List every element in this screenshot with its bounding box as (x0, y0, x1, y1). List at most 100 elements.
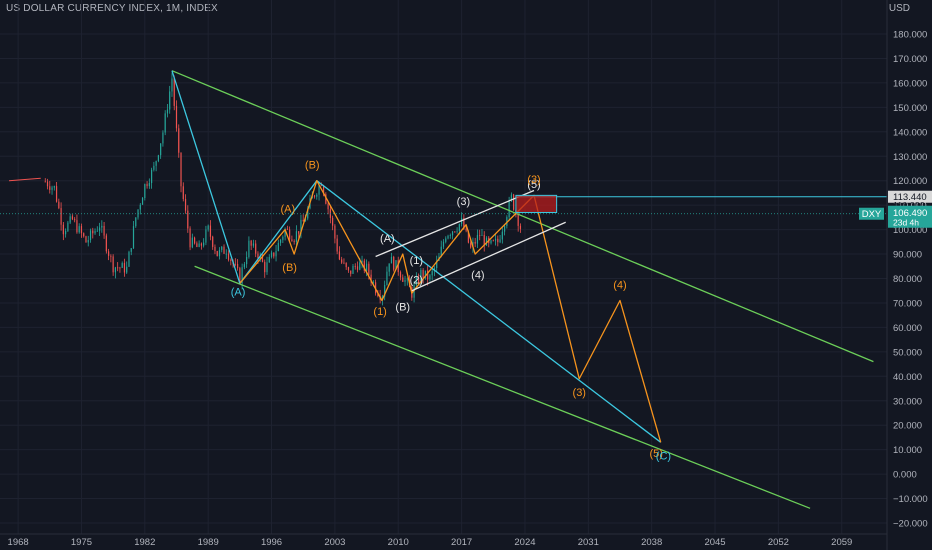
candle-body (87, 240, 89, 243)
wave-label: (4) (471, 270, 484, 282)
candle-body (148, 183, 150, 187)
candle-body (239, 268, 241, 284)
candle-body (182, 186, 184, 199)
candle-body (132, 226, 135, 249)
x-tick-label: 2045 (704, 537, 725, 548)
candle-body (284, 228, 286, 237)
candle-body (325, 194, 327, 204)
y-tick-label: 170.000 (893, 54, 927, 65)
candle-body (318, 184, 320, 195)
candle-body (164, 113, 166, 133)
candle-body (354, 265, 356, 267)
symbol-badge-label: DXY (862, 209, 882, 220)
corrective-wave-line (171, 70, 662, 443)
candle-body (445, 238, 447, 242)
candle-body (363, 260, 365, 271)
currency-label: USD (888, 3, 910, 14)
candle-body (499, 239, 501, 243)
candle-body (440, 246, 442, 257)
candle-body (467, 230, 469, 243)
inner-channel-upper-line (375, 189, 535, 258)
x-axis[interactable]: 1968 1975 1982 1989 1996 2003 2010 2017 2024 2031… (0, 533, 887, 548)
price-badge-value: 106.490 (893, 208, 927, 219)
y-tick-label: 10.000 (893, 445, 922, 456)
candle-body (227, 253, 230, 260)
candle-body (454, 231, 456, 233)
candle-body (341, 259, 343, 263)
wave-label: (5) (527, 179, 540, 191)
candle-body (189, 228, 191, 248)
candle-body (203, 242, 205, 246)
candle-body (508, 200, 510, 218)
wave-label: (1) (373, 306, 386, 318)
candle-body (345, 262, 347, 268)
candle-body (171, 78, 173, 92)
candle-body (69, 216, 71, 223)
candle-body (372, 282, 374, 284)
y-axis[interactable]: 180.000 170.000 160.000 150.000 140.000 130.0… (886, 0, 928, 550)
target-zone (0, 194, 887, 215)
wave-label: (C) (656, 450, 671, 462)
candle-body (427, 270, 429, 280)
candle-body (404, 280, 406, 282)
candle-body (250, 240, 252, 246)
candle-body (96, 230, 98, 232)
candle-body (359, 262, 361, 270)
y-tick-label: 90.000 (893, 250, 922, 261)
wave-label: (3) (457, 196, 470, 208)
candle-body (424, 270, 426, 278)
wave-label: (B) (305, 159, 320, 171)
candle-body (295, 231, 298, 242)
x-tick-label: 1975 (71, 537, 92, 548)
candle-body (62, 224, 64, 235)
x-tick-label: 1968 (8, 537, 29, 548)
candle-body (55, 186, 58, 202)
candle-body (377, 293, 379, 296)
candle-body (352, 265, 354, 274)
candle-body (347, 267, 350, 271)
candle-body (313, 195, 316, 197)
candle-body (365, 263, 368, 271)
candle-body (307, 208, 309, 219)
candle-body (316, 194, 318, 197)
impulse-wave-line (239, 180, 662, 443)
candle-body (261, 255, 264, 262)
candle-body (44, 181, 46, 183)
candle-body (282, 236, 284, 240)
candle-body (277, 242, 279, 252)
wave-label: (3) (527, 174, 540, 186)
candle-body (191, 237, 193, 248)
candle-body (336, 238, 338, 252)
candle-body (470, 242, 472, 248)
y-tick-label: 70.000 (893, 298, 922, 309)
y-tick-label: 100.000 (893, 225, 927, 236)
candle-body (218, 249, 221, 257)
x-tick-label: 1982 (134, 537, 155, 548)
candle-body (141, 197, 144, 205)
candle-body (151, 169, 153, 184)
candle-body (422, 269, 424, 278)
candle-body (108, 251, 110, 256)
candle-body (270, 252, 273, 257)
y-tick-label: 20.000 (893, 421, 922, 432)
candle-body (481, 235, 483, 236)
candle-body (89, 230, 92, 241)
y-tick-label: 0.000 (893, 470, 917, 481)
candle-body (476, 235, 479, 244)
wave-labels: (B)(A)(B)(A)(1)(A)(B)(1)(2)(3)(4)(5)(3)(… (231, 159, 671, 462)
x-tick-label: 2003 (324, 537, 345, 548)
candle-body (384, 285, 386, 297)
candle-body (300, 219, 302, 234)
candle-body (209, 225, 212, 237)
candle-body (105, 235, 107, 252)
candle-body (397, 260, 399, 273)
candle-body (252, 243, 255, 246)
candle-body (49, 186, 51, 190)
price-line-early (9, 177, 41, 182)
candle-body (418, 277, 420, 283)
candle-body (406, 279, 408, 281)
y-tick-label: 80.000 (893, 274, 922, 285)
candle-body (128, 251, 130, 267)
candle-body (144, 184, 146, 198)
